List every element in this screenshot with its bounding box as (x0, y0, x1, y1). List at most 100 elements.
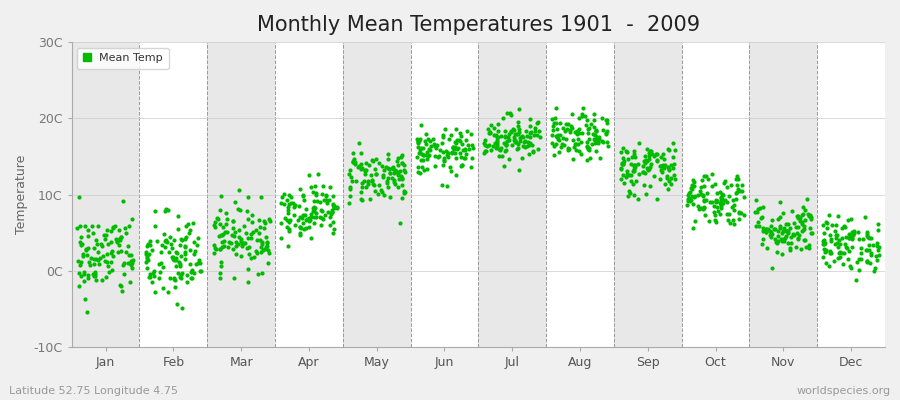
Point (709, 199, 724, 205)
Point (588, 137, 602, 144)
Point (221, 244, 236, 251)
Point (101, 263, 115, 269)
Point (568, 141, 582, 147)
Point (487, 131, 501, 138)
Point (566, 136, 580, 143)
Point (157, 231, 171, 238)
Point (140, 242, 154, 249)
Point (343, 185, 357, 192)
Point (247, 254, 261, 260)
Point (446, 144, 460, 151)
Point (492, 152, 507, 159)
Point (454, 154, 469, 160)
Point (715, 191, 729, 198)
Point (658, 181, 672, 188)
Point (480, 143, 494, 149)
Point (694, 205, 708, 212)
Point (302, 215, 316, 221)
Point (140, 256, 154, 262)
Point (109, 236, 123, 242)
Point (440, 150, 454, 156)
Point (308, 182, 322, 189)
Point (687, 183, 701, 189)
Point (706, 209, 721, 215)
Point (779, 228, 794, 235)
Point (344, 174, 358, 180)
Point (327, 205, 341, 212)
Point (346, 159, 361, 165)
Point (872, 244, 886, 250)
Point (752, 223, 767, 230)
Point (241, 243, 256, 250)
Point (591, 136, 606, 142)
Point (793, 215, 807, 221)
Point (732, 209, 746, 216)
Point (219, 210, 233, 216)
Point (627, 168, 642, 174)
Point (237, 240, 251, 246)
Point (791, 231, 806, 238)
Point (706, 203, 721, 209)
Point (176, 305, 190, 311)
Point (363, 196, 377, 202)
Point (780, 228, 795, 234)
Point (164, 240, 178, 247)
Point (860, 247, 874, 253)
Point (354, 165, 368, 172)
Point (321, 197, 336, 203)
Point (448, 144, 463, 150)
Point (299, 225, 313, 232)
Point (660, 172, 674, 179)
Point (386, 163, 400, 170)
Point (760, 226, 775, 232)
Point (393, 168, 408, 174)
Point (816, 240, 831, 247)
Point (729, 196, 743, 202)
Point (381, 174, 395, 181)
Point (79, 252, 94, 259)
Point (819, 260, 833, 267)
Point (253, 236, 267, 243)
Point (553, 132, 567, 138)
Point (296, 220, 310, 226)
Point (725, 196, 740, 203)
Point (358, 168, 373, 174)
Point (804, 216, 818, 222)
Point (852, 266, 867, 273)
Point (161, 289, 176, 296)
Point (74, 242, 88, 248)
Point (560, 126, 574, 133)
Text: worldspecies.org: worldspecies.org (796, 386, 891, 396)
Point (257, 246, 272, 252)
Point (71, 258, 86, 264)
Point (590, 137, 604, 143)
Point (682, 189, 697, 196)
Point (386, 166, 400, 172)
Point (184, 275, 199, 281)
Point (778, 233, 793, 240)
Point (860, 231, 874, 237)
Point (826, 258, 841, 264)
Point (816, 241, 831, 247)
Point (296, 212, 310, 218)
Point (713, 211, 727, 217)
Point (595, 115, 609, 122)
Point (359, 184, 374, 190)
Point (418, 141, 433, 148)
Point (325, 208, 339, 215)
Point (162, 234, 176, 240)
Point (851, 256, 866, 262)
Point (770, 248, 785, 255)
Point (854, 256, 868, 262)
Point (508, 137, 522, 143)
Point (143, 270, 157, 277)
Point (760, 245, 774, 251)
Point (696, 206, 710, 213)
Point (832, 249, 847, 256)
Point (496, 114, 510, 121)
Point (389, 168, 403, 174)
Point (567, 144, 581, 150)
Point (369, 171, 383, 177)
Point (734, 210, 749, 216)
Point (186, 220, 201, 226)
